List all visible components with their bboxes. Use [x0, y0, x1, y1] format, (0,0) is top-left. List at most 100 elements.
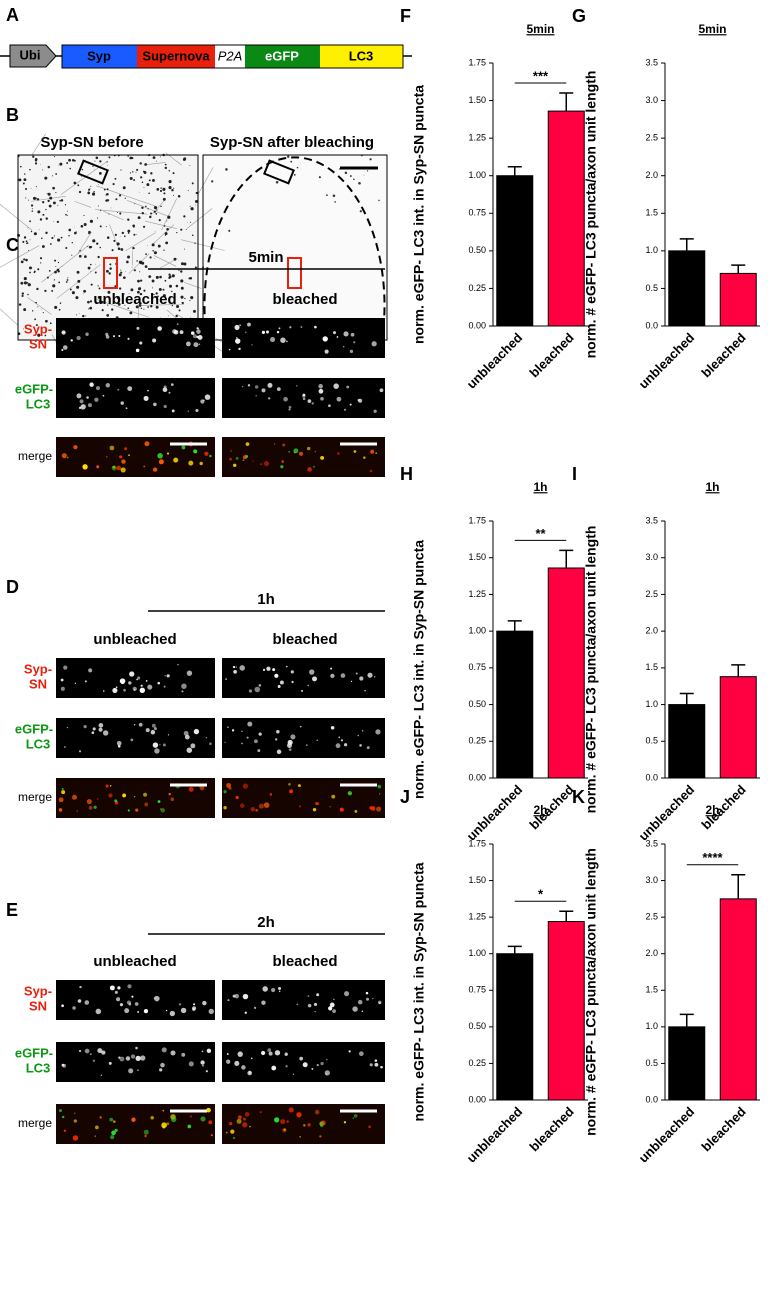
panel-letter: C	[6, 235, 19, 255]
puncta	[377, 784, 382, 789]
puncta	[183, 262, 187, 266]
puncta	[95, 1125, 99, 1130]
puncta	[157, 681, 161, 685]
puncta	[95, 386, 100, 391]
puncta	[289, 326, 292, 329]
puncta	[140, 176, 143, 179]
puncta	[266, 666, 271, 671]
puncta	[157, 453, 163, 459]
puncta	[157, 326, 162, 331]
puncta	[276, 729, 280, 734]
puncta	[156, 209, 158, 211]
image-title: Syp-SN before	[40, 134, 143, 151]
puncta	[140, 307, 143, 310]
puncta	[316, 802, 320, 806]
puncta	[127, 232, 130, 234]
panel-letter: G	[572, 6, 586, 26]
puncta	[150, 212, 152, 215]
y-tick-label: 2.0	[645, 170, 658, 180]
row-label: Syp-	[24, 983, 52, 998]
puncta	[21, 294, 24, 298]
puncta	[168, 391, 171, 394]
puncta	[62, 345, 68, 350]
neurite	[103, 210, 124, 221]
puncta	[369, 806, 373, 810]
puncta	[109, 985, 115, 991]
y-tick-label: 1.0	[645, 245, 658, 255]
bar	[547, 567, 585, 779]
puncta	[82, 314, 85, 318]
neurite	[95, 209, 148, 215]
puncta	[330, 725, 335, 730]
puncta	[297, 784, 301, 788]
puncta	[155, 275, 159, 279]
row-label: Syp-	[24, 661, 52, 676]
error-bar	[679, 692, 694, 705]
puncta	[361, 730, 364, 732]
puncta	[23, 328, 25, 330]
y-tick-label: 0.50	[468, 699, 486, 709]
puncta	[112, 183, 115, 186]
puncta	[128, 1068, 134, 1074]
puncta	[34, 162, 38, 165]
puncta	[173, 457, 179, 463]
puncta	[155, 292, 158, 295]
y-tick-label: 1.00	[468, 626, 486, 636]
puncta	[348, 1050, 351, 1053]
segment	[320, 45, 403, 68]
neurite	[184, 282, 202, 289]
puncta	[98, 184, 99, 185]
puncta	[45, 231, 48, 235]
puncta	[53, 156, 56, 158]
puncta	[242, 455, 247, 460]
puncta	[93, 805, 97, 809]
neurite	[144, 220, 177, 229]
puncta	[275, 181, 279, 184]
puncta	[143, 395, 149, 401]
puncta	[89, 219, 93, 223]
puncta	[127, 386, 133, 392]
puncta	[118, 194, 122, 197]
neurite	[0, 203, 33, 231]
puncta	[251, 344, 253, 346]
puncta	[28, 199, 30, 201]
puncta	[274, 1050, 281, 1056]
puncta	[137, 216, 141, 220]
puncta	[197, 328, 200, 330]
puncta	[69, 288, 72, 291]
puncta	[92, 192, 96, 196]
puncta	[87, 300, 90, 304]
chart-title: 1h	[705, 480, 719, 494]
puncta	[88, 188, 91, 191]
puncta	[241, 386, 244, 388]
puncta	[175, 314, 178, 318]
puncta	[73, 445, 78, 450]
puncta	[72, 1006, 76, 1010]
puncta	[365, 997, 370, 1001]
puncta	[147, 245, 148, 246]
puncta	[199, 461, 203, 466]
puncta	[379, 793, 381, 795]
panel-letter: B	[6, 105, 19, 125]
puncta	[312, 676, 317, 682]
puncta	[97, 255, 100, 259]
puncta	[133, 269, 136, 272]
error-bar	[559, 92, 574, 112]
puncta	[194, 200, 198, 203]
puncta	[99, 1116, 102, 1119]
puncta	[137, 676, 141, 680]
puncta	[307, 684, 310, 687]
puncta	[97, 217, 99, 219]
panel-letter: I	[572, 464, 577, 484]
puncta	[138, 304, 142, 307]
puncta	[191, 234, 194, 237]
puncta	[132, 246, 135, 250]
puncta	[119, 455, 123, 459]
puncta	[63, 746, 66, 749]
puncta	[120, 401, 124, 405]
puncta	[63, 665, 68, 670]
puncta	[232, 1136, 236, 1140]
puncta	[201, 1050, 204, 1053]
puncta	[101, 1050, 106, 1055]
puncta	[108, 1061, 112, 1065]
